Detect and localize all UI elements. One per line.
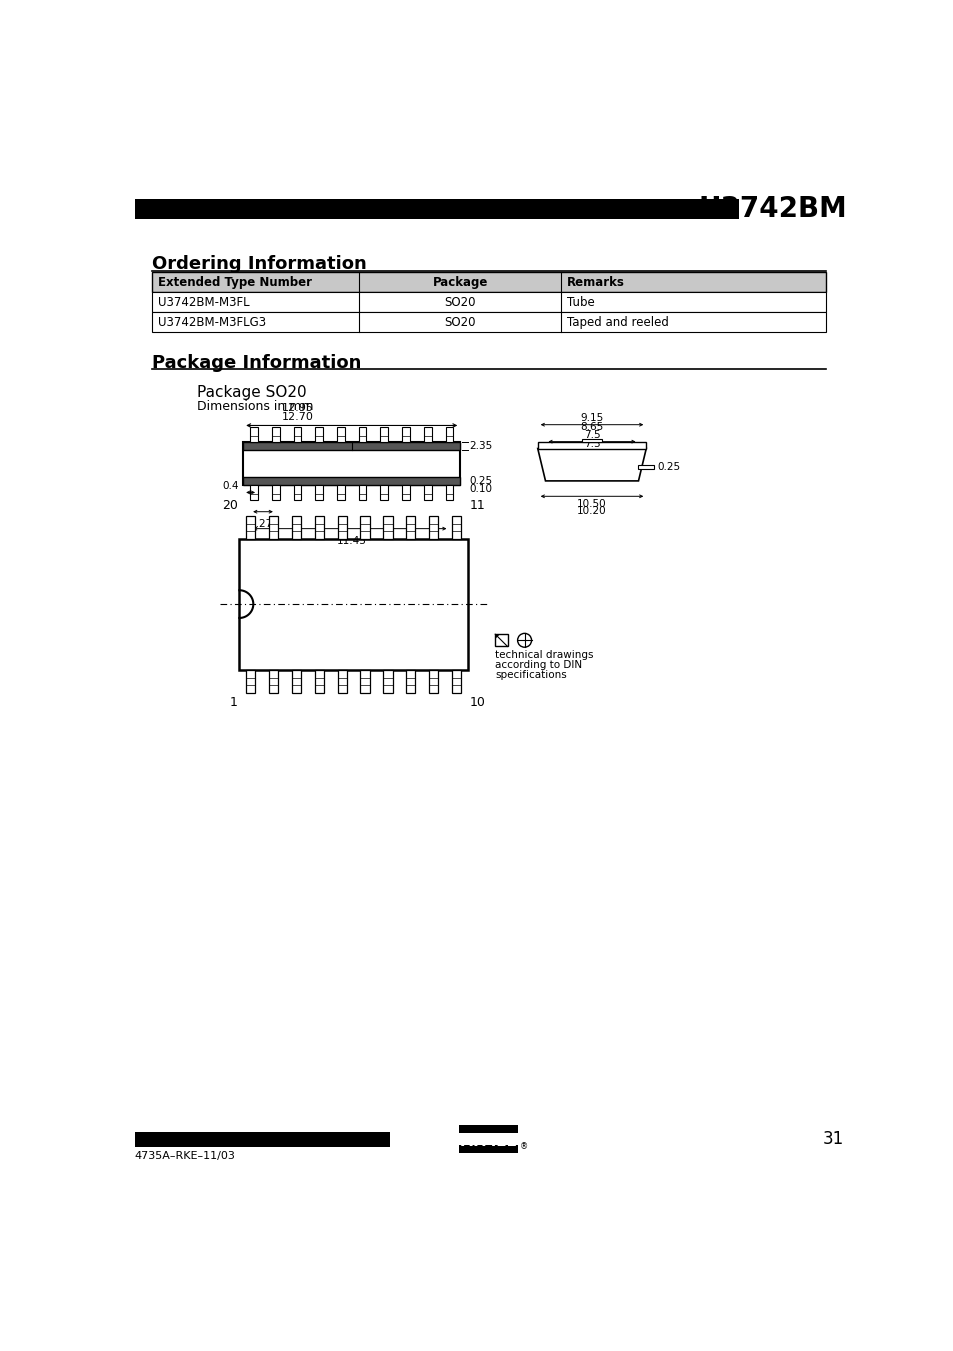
Text: specifications: specifications — [495, 670, 566, 681]
Bar — [152, 292, 825, 312]
Bar — [445, 485, 453, 500]
Text: 1.27: 1.27 — [250, 519, 274, 528]
Text: 7.5: 7.5 — [583, 430, 599, 440]
Polygon shape — [537, 449, 645, 481]
Bar — [638, 466, 654, 469]
Bar — [383, 516, 393, 539]
Bar — [337, 670, 347, 693]
Bar — [581, 439, 601, 442]
Bar — [314, 516, 324, 539]
Bar — [423, 427, 431, 442]
Bar — [380, 485, 388, 500]
Text: 0.10: 0.10 — [469, 484, 492, 493]
Bar — [383, 670, 393, 693]
Text: Taped and reeled: Taped and reeled — [567, 316, 668, 328]
Bar — [239, 539, 468, 670]
Bar — [272, 485, 279, 500]
Text: 12.70: 12.70 — [282, 412, 314, 422]
Bar — [402, 427, 410, 442]
Bar — [246, 670, 255, 693]
Text: 10.20: 10.20 — [577, 507, 606, 516]
Bar — [452, 670, 460, 693]
Text: 11: 11 — [469, 499, 485, 512]
Bar — [360, 670, 370, 693]
Text: SO20: SO20 — [444, 296, 476, 309]
Bar — [272, 427, 279, 442]
Text: Dimensions in mm: Dimensions in mm — [196, 400, 313, 413]
Bar — [358, 427, 366, 442]
Bar — [292, 670, 301, 693]
Bar — [314, 670, 324, 693]
Bar — [429, 516, 437, 539]
Text: technical drawings: technical drawings — [495, 650, 593, 661]
Text: 9.15: 9.15 — [579, 413, 603, 423]
Text: Package SO20: Package SO20 — [196, 385, 306, 400]
Text: 0.25: 0.25 — [658, 462, 680, 473]
Text: Extended Type Number: Extended Type Number — [158, 276, 312, 289]
Bar — [269, 516, 278, 539]
Bar — [250, 427, 257, 442]
Text: 10.50: 10.50 — [577, 499, 606, 508]
Bar — [380, 427, 388, 442]
Bar — [336, 427, 344, 442]
Bar — [336, 485, 344, 500]
Bar — [423, 485, 431, 500]
Text: 11.43: 11.43 — [336, 535, 366, 546]
Text: Ordering Information: Ordering Information — [152, 255, 366, 273]
Bar — [459, 1146, 517, 1154]
Text: SO20: SO20 — [444, 316, 476, 328]
Bar — [315, 485, 323, 500]
Bar — [459, 1125, 517, 1133]
Text: 0.25: 0.25 — [469, 476, 492, 486]
Bar — [269, 670, 278, 693]
Bar — [294, 427, 301, 442]
Text: 4735A–RKE–11/03: 4735A–RKE–11/03 — [134, 1151, 235, 1161]
Bar — [360, 516, 370, 539]
Bar — [495, 634, 507, 646]
Bar — [250, 485, 257, 500]
Text: ATMEL: ATMEL — [460, 1133, 517, 1150]
Text: 31: 31 — [821, 1131, 843, 1148]
Text: Package Information: Package Information — [152, 354, 361, 372]
Text: 20: 20 — [222, 499, 237, 512]
Text: 0.4: 0.4 — [223, 481, 239, 492]
Bar — [445, 427, 453, 442]
Bar — [452, 516, 460, 539]
Bar — [134, 1132, 390, 1147]
Bar — [134, 199, 739, 219]
Text: U3742BM: U3742BM — [699, 195, 847, 223]
Bar — [243, 477, 459, 485]
Text: Tube: Tube — [567, 296, 595, 309]
Bar — [152, 312, 825, 332]
Text: according to DIN: according to DIN — [495, 661, 581, 670]
Text: 1: 1 — [230, 697, 237, 709]
Bar — [246, 516, 255, 539]
Text: 10: 10 — [469, 697, 485, 709]
Bar — [406, 670, 416, 693]
Bar — [537, 442, 645, 449]
Bar — [337, 516, 347, 539]
Bar — [243, 442, 459, 485]
Text: ®: ® — [519, 1142, 528, 1151]
Bar — [406, 516, 416, 539]
Text: Package: Package — [432, 276, 487, 289]
Text: U3742BM-M3FLG3: U3742BM-M3FLG3 — [158, 316, 266, 328]
Bar — [358, 485, 366, 500]
Bar — [429, 670, 437, 693]
Text: Remarks: Remarks — [567, 276, 624, 289]
Bar — [292, 516, 301, 539]
Text: 8.65: 8.65 — [579, 423, 603, 432]
Bar — [152, 273, 825, 292]
Bar — [243, 442, 459, 450]
Bar — [402, 485, 410, 500]
Polygon shape — [495, 634, 499, 639]
Bar — [294, 485, 301, 500]
Text: U3742BM-M3FL: U3742BM-M3FL — [158, 296, 250, 309]
Text: 7.3: 7.3 — [583, 439, 599, 450]
Text: 12.95: 12.95 — [282, 403, 314, 413]
Bar — [315, 427, 323, 442]
Text: 2.35: 2.35 — [469, 442, 493, 451]
